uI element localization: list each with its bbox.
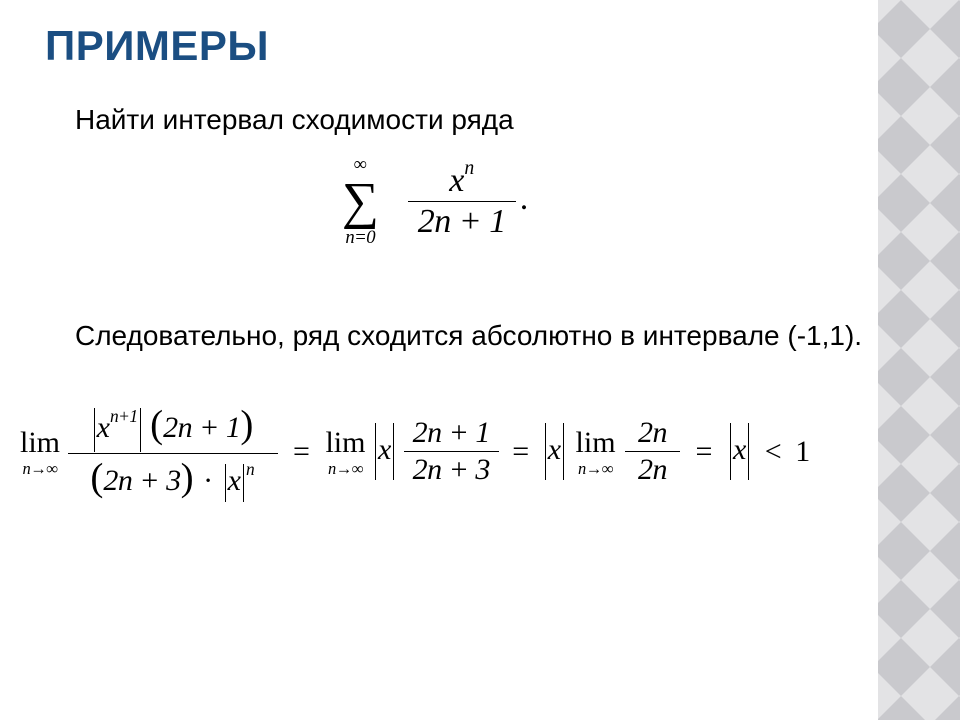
s1-den-exp: n — [246, 459, 255, 479]
rhs-one: 1 — [795, 435, 810, 468]
summation-symbol: ∞ ∑ n=0 — [342, 155, 379, 248]
s1-num-paren: 2n + 1 — [163, 411, 240, 444]
step1-denominator: (2n + 3) · xn — [68, 455, 278, 502]
equals-2: = — [506, 435, 535, 468]
lim-sub: n→∞ — [20, 460, 60, 478]
conclusion-text: Следовательно, ряд сходится абсолютно в … — [75, 317, 875, 355]
series-fraction: xn 2n + 1 — [408, 162, 516, 241]
equals-3: = — [688, 435, 721, 468]
less-than: < — [759, 435, 788, 468]
lim-text-2: lim — [325, 426, 365, 459]
sum-lower-bound: n=0 — [342, 228, 379, 249]
series-formula: ∞ ∑ n=0 xn 2n + 1 . — [0, 155, 870, 248]
diamond-pattern-icon — [878, 0, 960, 720]
s3-x: x — [548, 433, 561, 466]
lim-sub-2: n→∞ — [325, 460, 365, 478]
lim-operator-3: lim n→∞ — [576, 426, 616, 478]
lim-text: lim — [20, 426, 60, 459]
series-numerator: xn — [408, 162, 516, 200]
step1-numerator: xn+1 (2n + 1) — [68, 402, 278, 452]
lim-sub-3: n→∞ — [576, 460, 616, 478]
s1-den-paren: 2n + 3 — [103, 464, 180, 497]
lim-text-3: lim — [576, 426, 616, 459]
slide-root: ПРИМЕРЫ Найти интервал сходимости ряда ∞… — [0, 0, 960, 720]
step2-fraction: 2n + 1 2n + 3 — [404, 416, 499, 487]
var-x: x — [449, 162, 464, 199]
sigma-icon: ∑ — [342, 173, 379, 230]
s2-den: 2n + 3 — [404, 453, 499, 487]
lim-operator-1: lim n→∞ — [20, 426, 60, 478]
s2-x: x — [378, 433, 391, 466]
s2-num: 2n + 1 — [404, 416, 499, 450]
equals-1: = — [285, 435, 318, 468]
s3-num: 2n — [625, 416, 680, 450]
lim-operator-2: lim n→∞ — [325, 426, 365, 478]
s1-num-exp: n+1 — [110, 406, 138, 426]
s1-num-x: x — [97, 411, 110, 444]
step3-fraction: 2n 2n — [625, 416, 680, 487]
exp-n: n — [464, 157, 474, 179]
series-denominator: 2n + 1 — [408, 203, 516, 241]
decorative-strip — [878, 0, 960, 720]
s1-den-x: x — [228, 464, 241, 497]
formula-terminator: . — [520, 180, 529, 217]
dot-operator: · — [201, 464, 215, 497]
page-title: ПРИМЕРЫ — [45, 22, 269, 70]
s3-den: 2n — [625, 453, 680, 487]
s4-x: x — [733, 433, 746, 466]
problem-statement: Найти интервал сходимости ряда — [75, 104, 514, 136]
step1-fraction: xn+1 (2n + 1) (2n + 3) · xn — [68, 402, 278, 502]
limit-formula: lim n→∞ xn+1 (2n + 1) (2n + 3) · xn = li… — [20, 402, 940, 502]
